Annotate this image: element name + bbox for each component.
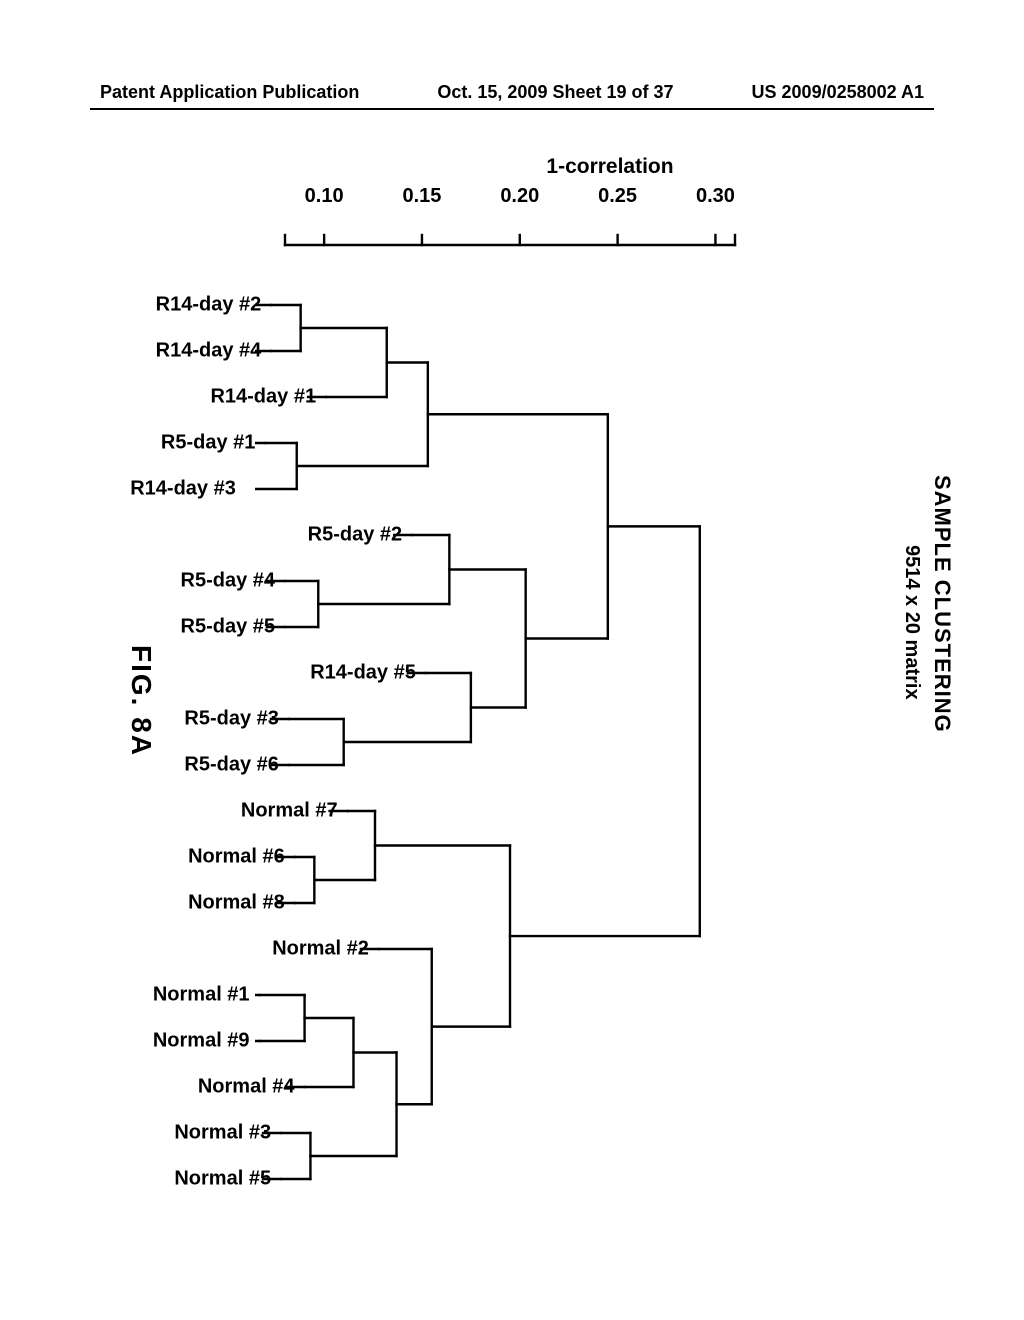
leaf-label: Normal #2 — [95, 938, 369, 961]
leaf-label: Normal #8 — [95, 892, 285, 915]
leaf-label: Normal #7 — [95, 800, 338, 823]
axis-tick-labels: 0.10 0.15 0.20 0.25 0.30 — [95, 185, 925, 213]
leaf-label: Normal #5 — [95, 1168, 271, 1191]
header-rule — [90, 108, 934, 110]
axis-title: 1-correlation — [295, 155, 925, 179]
leaf-label: Normal #9 — [95, 1030, 250, 1053]
leaf-label: Normal #6 — [95, 846, 285, 869]
axis-tick-label: 0.15 — [402, 185, 441, 208]
leaf-label: R5-day #5 — [95, 616, 275, 639]
axis-tick-label: 0.20 — [500, 185, 539, 208]
leaf-label: R5-day #3 — [95, 708, 279, 731]
dendrogram-figure: 1-correlation 0.10 0.15 0.20 0.25 0.30 R14-d… — [95, 155, 925, 1215]
axis-tick-label: 0.30 — [696, 185, 735, 208]
leaf-label: Normal #1 — [95, 984, 250, 1007]
figure-label: FIG. 8A — [125, 645, 157, 757]
leaf-label: R5-day #1 — [95, 432, 255, 455]
leaf-label: R14-day #4 — [95, 340, 261, 363]
side-title: SAMPLE CLUSTERING — [929, 475, 955, 733]
header-right: US 2009/0258002 A1 — [752, 82, 924, 103]
leaf-label: Normal #4 — [95, 1076, 295, 1099]
leaf-label: R14-day #2 — [95, 294, 261, 317]
leaf-label: R14-day #1 — [95, 386, 316, 409]
side-subtitle: 9514 x 20 matrix — [900, 545, 923, 700]
leaf-label: Normal #3 — [95, 1122, 271, 1145]
header-center: Oct. 15, 2009 Sheet 19 of 37 — [437, 82, 673, 103]
axis-tick-label: 0.10 — [305, 185, 344, 208]
axis-tick-label: 0.25 — [598, 185, 637, 208]
leaf-label: R5-day #6 — [95, 754, 279, 777]
leaf-label: R5-day #4 — [95, 570, 275, 593]
page-root: Patent Application Publication Oct. 15, … — [0, 0, 1024, 1320]
leaf-label: R14-day #3 — [95, 478, 236, 501]
leaf-label: R5-day #2 — [95, 524, 402, 547]
dendrogram-svg — [255, 215, 935, 1225]
page-header: Patent Application Publication Oct. 15, … — [0, 82, 1024, 103]
header-left: Patent Application Publication — [100, 82, 359, 103]
